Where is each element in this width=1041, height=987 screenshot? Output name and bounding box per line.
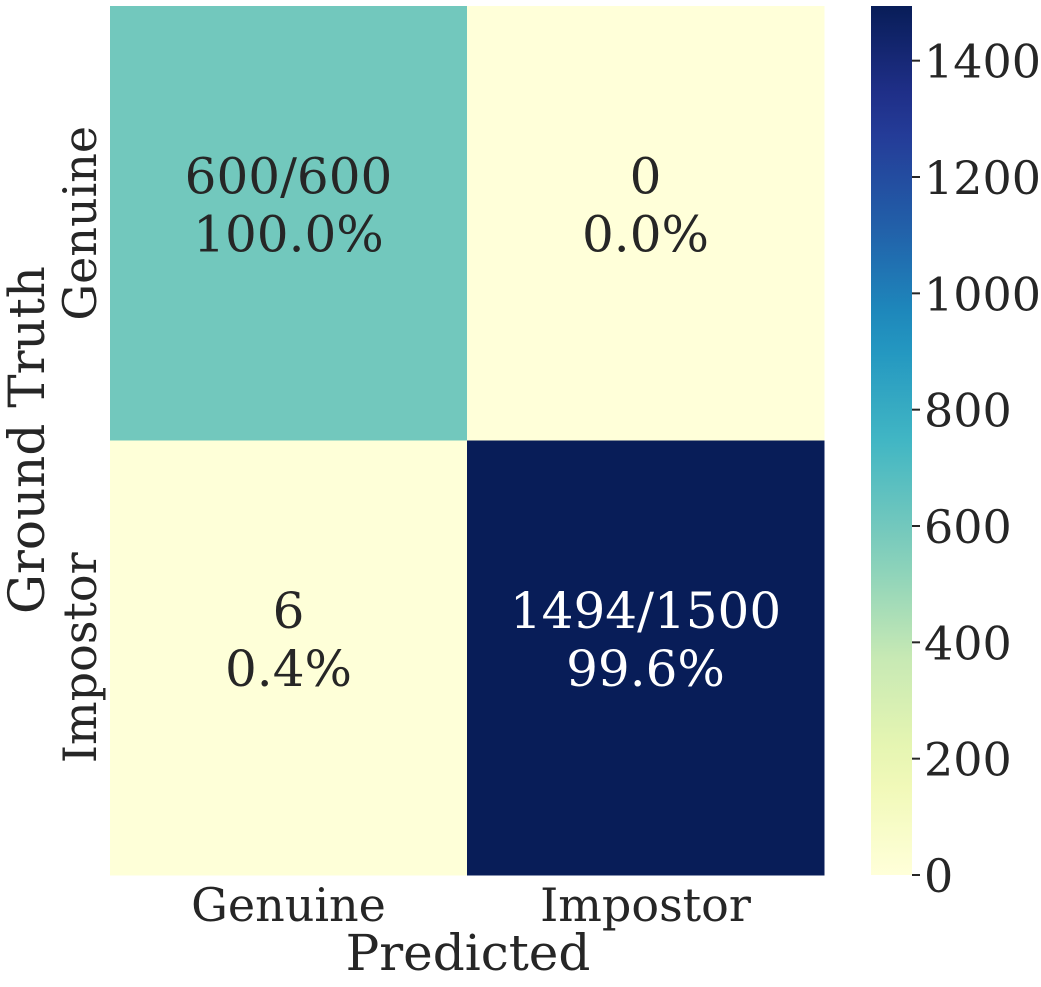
colorbar-tick-label: 0 (924, 849, 953, 903)
x-axis-ticks: Genuine Impostor (191, 878, 751, 932)
colorbar-tick-label: 600 (924, 500, 1012, 554)
colorbar-tick-label: 1000 (924, 267, 1041, 321)
cell-percent-label: 0.4% (225, 640, 352, 698)
cell-percent-label: 99.6% (566, 640, 725, 698)
y-tick-label: Impostor (53, 552, 107, 763)
heatmap-cell (110, 6, 468, 441)
heatmap-cell (110, 440, 468, 876)
colorbar-tick-label: 1400 (924, 35, 1041, 89)
cell-count-label: 600/600 (185, 147, 393, 205)
x-tick-label: Genuine (191, 878, 386, 932)
colorbar-tick-label: 1200 (924, 151, 1041, 205)
x-tick-label: Impostor (540, 878, 751, 932)
y-tick-label: Genuine (53, 126, 107, 321)
cell-percent-label: 0.0% (582, 205, 709, 263)
x-axis-label: Predicted (346, 924, 591, 982)
cell-count-label: 0 (630, 147, 662, 205)
heatmap-cell (467, 440, 825, 876)
cell-percent-label: 100.0% (193, 205, 384, 263)
cell-count-label: 6 (273, 582, 305, 640)
y-axis-label: Ground Truth (0, 266, 56, 614)
colorbar (871, 6, 912, 875)
colorbar-tick-label: 200 (924, 733, 1012, 787)
cell-count-label: 1494/1500 (510, 582, 781, 640)
heatmap-cell (467, 6, 825, 441)
colorbar-tick-label: 800 (924, 384, 1012, 438)
colorbar-ticks: 0 200 400 600 800 1000 1200 1400 (912, 35, 1041, 903)
heatmap-cells (110, 6, 825, 876)
y-axis-ticks: Genuine Impostor (53, 126, 107, 763)
colorbar-tick-label: 400 (924, 616, 1012, 670)
